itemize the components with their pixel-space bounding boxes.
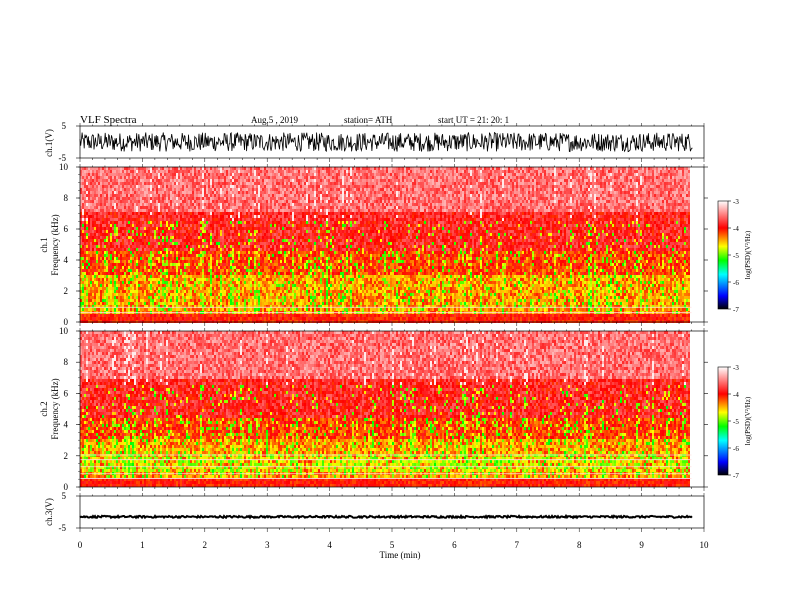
spec1-ytick-label: 8 bbox=[64, 193, 69, 203]
x-tick-label: 0 bbox=[78, 540, 83, 550]
cb1ticks-tick-label: -5 bbox=[733, 252, 739, 260]
x-tick-label: 5 bbox=[390, 540, 395, 550]
ch2-spectrogram-ylabel-channel: ch.2 bbox=[39, 401, 49, 416]
spec1-ytick-label: 10 bbox=[59, 162, 69, 172]
spec1-ytick-label: 6 bbox=[64, 224, 69, 234]
ch1-waveform-ylabel: ch.1(V) bbox=[44, 129, 54, 157]
ch1-waveform-panel bbox=[79, 131, 693, 153]
x-tick-label: 4 bbox=[327, 540, 332, 550]
date-label: Aug.5 , 2019 bbox=[251, 115, 298, 125]
x-tick-label: 9 bbox=[639, 540, 644, 550]
ch1wave-ytick-label: 5 bbox=[62, 121, 67, 131]
figure-title: VLF Spectra bbox=[80, 114, 137, 126]
ch2-colorbar: -3 -4 -5 -6 -7 log(PSD)(V²/Hz) bbox=[717, 364, 752, 480]
ch3wave-ytick-label: -5 bbox=[59, 523, 67, 533]
cb1ticks-tick-label: -4 bbox=[733, 225, 739, 233]
spec1-ytick-label: 0 bbox=[64, 317, 69, 327]
ch3wave-ytick-label: 5 bbox=[62, 491, 67, 501]
cb2ticks-tick-label: -5 bbox=[733, 418, 739, 426]
ch3-waveform-line bbox=[79, 513, 693, 520]
spec2-ytick-label: 4 bbox=[64, 420, 69, 430]
ch2-spectrogram-ylabel-frequency: Frequency (kHz) bbox=[50, 378, 60, 439]
spec2-ytick-label: 6 bbox=[64, 388, 69, 398]
x-tick-label: 3 bbox=[265, 540, 270, 550]
ch2-spectrogram-panel bbox=[80, 331, 692, 487]
cb2ticks-tick-label: -6 bbox=[733, 445, 739, 453]
ch1-spectrogram-ylabel-channel: ch.1 bbox=[39, 237, 49, 252]
ch1wave-ytick-label: -5 bbox=[59, 153, 67, 163]
spec2-ytick-label: 10 bbox=[59, 326, 69, 336]
ch1-waveform-line bbox=[79, 131, 693, 153]
x-tick-label: 7 bbox=[515, 540, 520, 550]
spec2-ytick-label: 0 bbox=[64, 482, 69, 492]
spec1-ytick-label: 2 bbox=[64, 286, 69, 296]
ch1-spectrogram-ylabel-frequency: Frequency (kHz) bbox=[50, 214, 60, 275]
ch1-colorbar-gradient bbox=[718, 201, 728, 309]
ch1-colorbar: -3 -4 -5 -6 -7 log(PSD)(V²/Hz) bbox=[717, 198, 752, 314]
ch1-spectrogram-panel bbox=[80, 167, 692, 323]
x-tick-label: 1 bbox=[140, 540, 145, 550]
cb2ticks-tick-label: -4 bbox=[733, 391, 739, 399]
ch3-waveform-panel bbox=[79, 513, 693, 520]
cb1ticks-tick-label: -3 bbox=[733, 198, 739, 206]
x-tick-label: 6 bbox=[452, 540, 457, 550]
ch3wave-frame bbox=[79, 495, 705, 529]
x-tick-label: 10 bbox=[700, 540, 710, 550]
start-time-label: start UT = 21: 20: 1 bbox=[438, 115, 509, 125]
ch1-colorbar-label: log(PSD)(V²/Hz) bbox=[744, 230, 752, 279]
cb1ticks-tick-label: -7 bbox=[733, 306, 739, 314]
ch2-colorbar-label: log(PSD)(V²/Hz) bbox=[744, 396, 752, 445]
cb2ticks-tick-label: -3 bbox=[733, 364, 739, 372]
cb1ticks-tick-label: -6 bbox=[733, 279, 739, 287]
station-label: station= ATH bbox=[344, 115, 393, 125]
spec1-cells bbox=[80, 167, 690, 323]
spec2-ytick-label: 8 bbox=[64, 357, 69, 367]
x-tick-label: 8 bbox=[577, 540, 582, 550]
spec1-ytick-label: 4 bbox=[64, 255, 69, 265]
cb2ticks-tick-label: -7 bbox=[733, 472, 739, 480]
ch3-waveform-ylabel: ch.3(V) bbox=[44, 498, 54, 526]
x-axis-label: Time (min) bbox=[380, 550, 421, 560]
spec2-cells bbox=[80, 331, 690, 487]
ch2-colorbar-gradient bbox=[718, 367, 728, 475]
x-tick-label: 2 bbox=[203, 540, 208, 550]
spec2-ytick-label: 2 bbox=[64, 451, 69, 461]
